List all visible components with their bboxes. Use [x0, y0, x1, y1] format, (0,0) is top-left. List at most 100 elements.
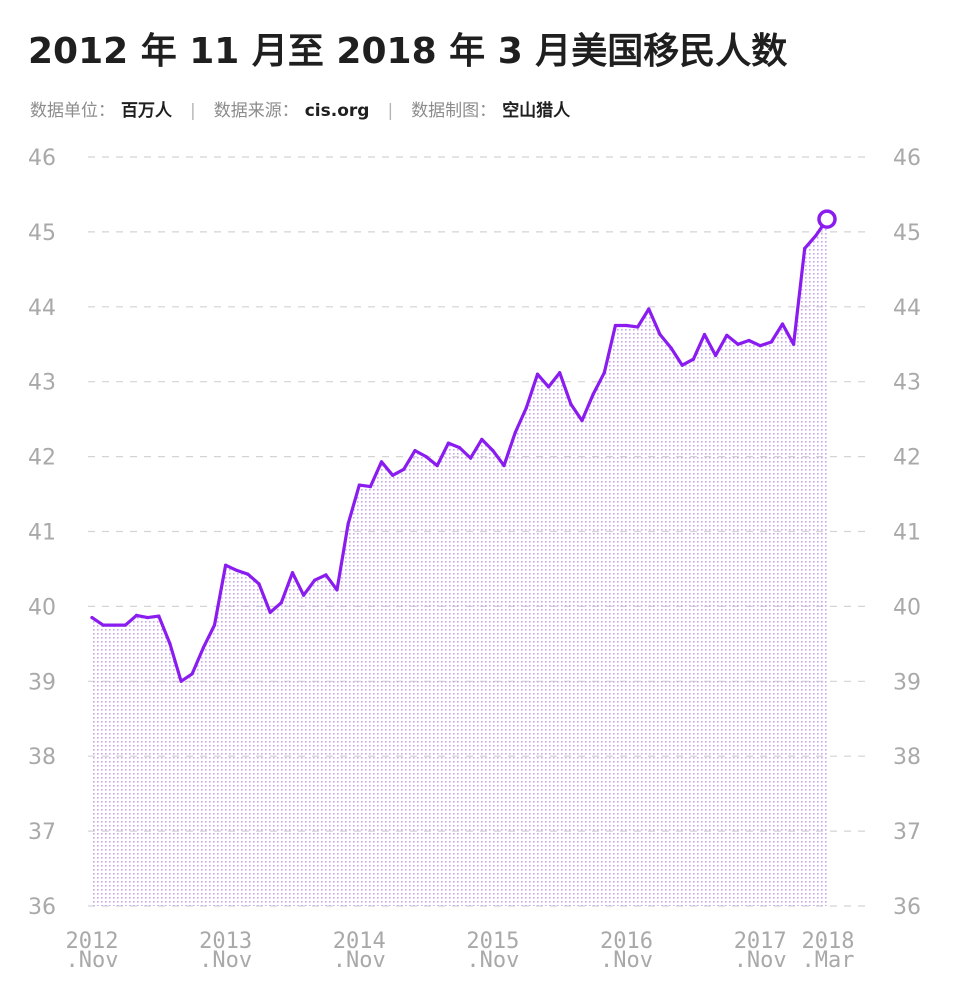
chart-title: 2012 年 11 月至 2018 年 3 月美国移民人数 — [28, 31, 788, 72]
unit-value: 百万人 — [121, 101, 172, 121]
y-tick-label-left: 45 — [28, 221, 56, 246]
y-tick-label-left: 42 — [28, 446, 56, 471]
x-tick-year: 2016 — [600, 929, 653, 954]
data-point — [491, 449, 495, 453]
data-point — [324, 573, 328, 577]
y-tick-label-right: 38 — [893, 745, 921, 770]
data-point — [257, 582, 261, 586]
unit-label: 数据单位： — [30, 101, 115, 121]
data-point — [357, 483, 361, 487]
data-point — [647, 307, 651, 311]
y-tick-label-left: 40 — [28, 595, 56, 620]
data-point — [446, 441, 450, 445]
data-point — [190, 672, 194, 676]
data-point — [680, 363, 684, 367]
data-point — [469, 456, 473, 460]
data-point — [591, 392, 595, 396]
x-tick-year: 2017 — [734, 929, 787, 954]
data-point — [558, 371, 562, 375]
data-point — [134, 613, 139, 618]
data-point — [290, 571, 295, 575]
data-point — [814, 234, 818, 238]
data-point — [268, 610, 272, 615]
data-point — [580, 419, 584, 423]
x-tick-month: .Nov — [199, 948, 252, 973]
y-tick-label-right: 46 — [893, 146, 921, 171]
chart-meta: 数据单位： 百万人 | 数据来源： cis.org | 数据制图： 空山猎人 — [30, 96, 570, 121]
data-point — [502, 464, 506, 468]
y-tick-label-left: 39 — [28, 670, 56, 695]
data-point — [157, 614, 161, 618]
data-point — [413, 449, 417, 453]
data-point — [424, 455, 428, 459]
data-point — [547, 385, 551, 389]
y-tick-label-left: 44 — [28, 296, 56, 321]
data-point — [613, 323, 618, 328]
y-tick-label-right: 37 — [893, 820, 921, 845]
maker-label: 数据制图： — [411, 101, 497, 121]
last-point-marker — [817, 209, 837, 229]
x-tick-year: 2015 — [466, 929, 519, 954]
y-tick-label-right: 36 — [893, 895, 921, 920]
data-point — [391, 473, 395, 477]
data-point — [669, 346, 673, 350]
data-point — [792, 342, 796, 346]
y-tick-label-left: 38 — [28, 745, 56, 770]
data-point — [313, 578, 317, 582]
data-point — [123, 623, 127, 627]
data-point — [235, 568, 239, 573]
y-tick-label-left: 41 — [28, 521, 56, 546]
data-point — [714, 353, 718, 358]
data-point — [335, 588, 339, 592]
data-point — [758, 344, 762, 348]
y-axis-ticks: 36 36 37 37 38 38 39 39 40 40 41 41 42 42 43 43 44 44 45 45… — [28, 146, 921, 920]
source-label: 数据来源： — [213, 101, 299, 121]
x-tick-month: .Nov — [734, 948, 787, 973]
data-point — [179, 679, 183, 683]
x-tick-month: .Mar — [802, 948, 855, 973]
data-point — [569, 402, 573, 406]
data-point — [246, 572, 250, 576]
maker-value: 空山猎人 — [502, 101, 571, 121]
data-point — [480, 437, 484, 441]
y-tick-label-right: 39 — [893, 670, 921, 695]
data-point — [224, 563, 228, 567]
data-point — [346, 522, 350, 526]
data-point — [457, 446, 462, 450]
area-fill — [92, 219, 827, 906]
data-point — [368, 485, 372, 489]
x-tick-year: 2013 — [199, 929, 252, 954]
y-tick-label-right: 43 — [893, 371, 921, 396]
source-value: cis.org — [304, 101, 370, 121]
x-tick-month: .Nov — [66, 948, 119, 973]
y-tick-label-right: 45 — [893, 221, 921, 246]
y-tick-label-left: 46 — [28, 146, 56, 171]
meta-separator: | — [190, 101, 196, 121]
data-point — [402, 467, 406, 471]
data-point — [736, 342, 740, 346]
y-tick-label-right: 44 — [893, 296, 921, 321]
data-point — [769, 340, 773, 344]
x-tick-year: 2014 — [333, 929, 386, 954]
data-point — [168, 642, 172, 646]
x-tick-month: .Nov — [333, 948, 386, 973]
x-tick-month: .Nov — [466, 948, 519, 973]
data-point — [658, 332, 662, 337]
data-point — [624, 323, 629, 328]
data-point — [725, 333, 729, 337]
y-tick-label-right: 40 — [893, 595, 921, 620]
y-tick-label-left: 37 — [28, 820, 56, 845]
data-point — [691, 357, 696, 361]
data-point — [803, 246, 807, 250]
y-tick-label-left: 36 — [28, 895, 56, 920]
data-point — [513, 431, 517, 435]
x-tick-month: .Nov — [600, 948, 653, 973]
meta-separator: | — [387, 101, 394, 121]
data-point — [101, 623, 105, 627]
data-point — [524, 406, 528, 410]
y-tick-label-right: 41 — [893, 521, 921, 546]
data-point — [636, 325, 640, 329]
data-point — [435, 464, 439, 468]
y-tick-label-left: 43 — [28, 371, 56, 396]
